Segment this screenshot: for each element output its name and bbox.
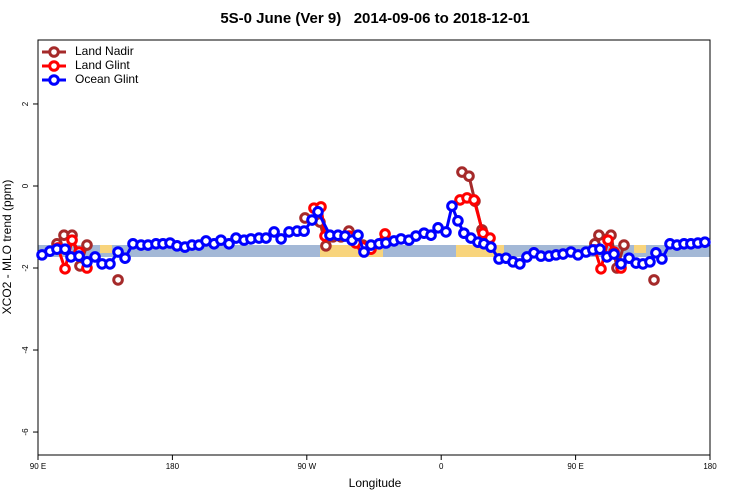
legend-marker [48,60,60,72]
point [425,229,437,241]
point [595,263,607,275]
point [468,194,480,206]
point [89,251,101,263]
point [298,225,310,237]
point [81,239,93,251]
x-axis-label: Longitude [349,476,402,490]
point [602,234,614,246]
point [81,256,93,268]
point [379,228,391,240]
land-strip [100,245,112,253]
point [66,234,78,246]
point [644,256,656,268]
point [446,200,458,212]
point [594,243,606,255]
y-tick-label: -4 [21,346,30,354]
point [358,246,370,258]
x-tick-label: 0 [439,462,444,471]
point [312,206,324,218]
chart-title: 5S-0 June (Ver 9) 2014-09-06 to 2018-12-… [220,10,529,27]
point [648,274,660,286]
series-line [57,172,654,280]
x-tick-label: 90 W [297,462,316,471]
y-tick-label: -6 [21,428,30,436]
point [699,236,711,248]
legend-marker [48,74,60,86]
point [268,226,280,238]
y-tick-label: 0 [21,183,30,188]
legend-label: Ocean Glint [75,72,139,86]
legend-marker [48,46,60,58]
point [275,233,287,245]
point [514,258,526,270]
x-tick-label: 90 E [567,462,583,471]
point [112,274,124,286]
point [452,215,464,227]
point [119,252,131,264]
point [656,253,668,265]
point [352,229,364,241]
point [618,239,630,251]
point [73,250,85,262]
point [112,246,124,258]
plot-frame [37,39,711,456]
point [463,170,475,182]
x-tick-label: 180 [703,462,717,471]
point [440,226,452,238]
y-axis-label: XCO2 - MLO trend (ppm) [0,180,14,315]
legend-label: Land Glint [75,58,130,72]
point [320,240,332,252]
point [615,258,627,270]
point [608,248,620,260]
point [593,229,605,241]
point [306,214,318,226]
x-tick-label: 90 E [30,462,46,471]
y-tick-label: 2 [21,101,30,106]
y-tick-label: -2 [21,264,30,272]
point [104,258,116,270]
point [59,243,71,255]
point [485,241,497,253]
point [59,263,71,275]
land-strip [634,245,646,253]
x-tick-label: 180 [166,462,180,471]
point [223,238,235,250]
point [260,232,272,244]
legend-label: Land Nadir [75,44,134,58]
